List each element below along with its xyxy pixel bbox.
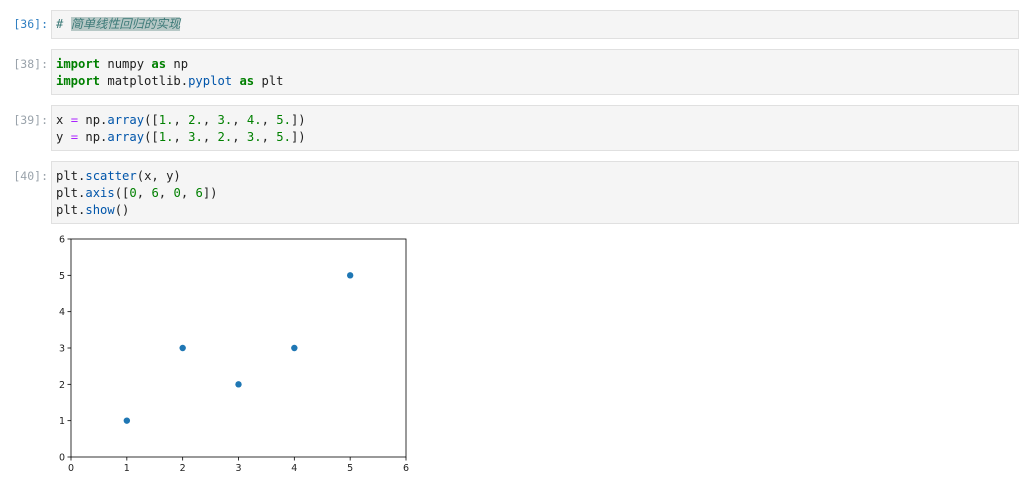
code-token: np: [166, 57, 189, 71]
code-token: matplotlib.: [100, 74, 189, 88]
x-tick-label: 3: [235, 463, 241, 474]
code-token: array: [107, 113, 145, 127]
code-token: =: [70, 130, 79, 144]
code-line: plt.axis([0, 6, 0, 6]): [56, 185, 1014, 202]
code-line: import numpy as np: [56, 56, 1014, 73]
code-token: 简单线性回归的实现: [70, 17, 181, 31]
code-token: 5.: [276, 130, 291, 144]
x-tick-label: 6: [403, 463, 409, 474]
code-line: y = np.array([1., 3., 2., 3., 5.]): [56, 129, 1014, 146]
code-line: x = np.array([1., 2., 3., 4., 5.]): [56, 112, 1014, 129]
code-line: import matplotlib.pyplot as plt: [56, 73, 1014, 90]
code-token: ([: [144, 113, 159, 127]
code-token: 2.: [217, 130, 233, 144]
code-token: ,: [261, 130, 277, 144]
code-token: 0: [173, 186, 181, 200]
code-token: 1.: [158, 113, 174, 127]
scatter-point: [291, 344, 298, 352]
code-token: as: [239, 74, 255, 88]
code-token: ]): [290, 130, 306, 144]
code-input-area[interactable]: import numpy as np import matplotlib.pypl…: [51, 49, 1019, 95]
y-tick-label: 1: [59, 416, 65, 427]
code-token: show: [85, 203, 115, 217]
code-token: (): [114, 203, 130, 217]
code-token: array: [107, 130, 145, 144]
y-tick-label: 3: [59, 344, 65, 355]
cell-prompt: [39]:: [13, 113, 48, 127]
y-tick-label: 4: [59, 307, 65, 318]
cell-prompt: [40]:: [13, 169, 48, 183]
code-token: axis: [85, 186, 115, 200]
code-token: 4.: [246, 113, 262, 127]
code-token: ,: [232, 113, 247, 127]
code-token: ([: [114, 186, 130, 200]
code-token: 6: [195, 186, 203, 200]
code-token: import: [56, 74, 101, 88]
scatter-plot-output: 0 1 2 3 4 5 6 0 1 2 3 4 5 6: [51, 232, 421, 485]
scatter-point: [235, 381, 242, 388]
code-token: ,: [173, 113, 189, 127]
code-token: plt: [254, 74, 284, 88]
code-line: plt.show(): [56, 202, 1014, 219]
code-token: ([: [144, 130, 159, 144]
y-tick-label: 2: [59, 380, 65, 391]
x-tick-label: 1: [124, 463, 130, 474]
code-token: ,: [202, 130, 218, 144]
code-token: 3.: [217, 113, 233, 127]
x-tick-label: 4: [291, 463, 297, 474]
code-token: ]): [202, 186, 218, 200]
y-tick-label: 6: [59, 235, 65, 246]
code-token: ,: [136, 186, 152, 200]
code-token: 3.: [246, 130, 262, 144]
code-token: 5.: [276, 113, 291, 127]
code-token: ,: [173, 130, 189, 144]
code-token: x: [56, 113, 71, 127]
code-token: plt.: [56, 203, 86, 217]
code-token: scatter: [85, 169, 137, 183]
x-tick-label: 5: [347, 463, 353, 474]
code-token: 0: [129, 186, 137, 200]
code-token: np.: [78, 130, 108, 144]
code-token: #: [56, 17, 71, 31]
code-token: as: [151, 57, 167, 71]
code-token: y: [56, 130, 71, 144]
code-token: np.: [78, 113, 108, 127]
code-line: plt.scatter(x, y): [56, 168, 1014, 185]
code-token: (x, y): [136, 169, 181, 183]
code-token: 1.: [158, 130, 174, 144]
y-tick-label: 5: [59, 271, 65, 282]
scatter-point: [123, 417, 131, 424]
code-token: ,: [202, 113, 218, 127]
code-token: ,: [158, 186, 174, 200]
scatter-point: [179, 344, 186, 352]
code-token: 6: [151, 186, 159, 200]
x-tick-label: 2: [180, 463, 186, 474]
code-token: ]): [290, 113, 306, 127]
code-input-area[interactable]: plt.scatter(x, y) plt.axis([0, 6, 0, 6]) p…: [51, 161, 1019, 224]
code-token: ,: [180, 186, 196, 200]
code-token: ,: [261, 113, 277, 127]
code-token: pyplot: [188, 74, 233, 88]
code-token: plt.: [56, 169, 86, 183]
code-token: =: [70, 113, 79, 127]
code-token: ,: [232, 130, 247, 144]
cell-prompt: [36]:: [13, 17, 48, 31]
code-token: numpy: [100, 57, 152, 71]
code-token: 2.: [188, 113, 203, 127]
y-tick-label: 0: [59, 453, 65, 464]
markdown-input-area[interactable]: # 简单线性回归的实现: [51, 10, 1019, 39]
axes-frame: [70, 238, 407, 458]
scatter-plot: 0 1 2 3 4 5 6 0 1 2 3 4 5 6: [59, 235, 409, 475]
code-token: plt.: [56, 186, 86, 200]
cell-prompt: [38]:: [13, 57, 48, 71]
x-tick-label: 0: [68, 463, 74, 474]
code-line: # 简单线性回归的实现: [56, 16, 1014, 33]
scatter-point: [346, 272, 354, 279]
code-token: import: [56, 57, 101, 71]
code-input-area[interactable]: x = np.array([1., 2., 3., 4., 5.]) y = np…: [51, 105, 1019, 151]
code-token: 3.: [188, 130, 203, 144]
